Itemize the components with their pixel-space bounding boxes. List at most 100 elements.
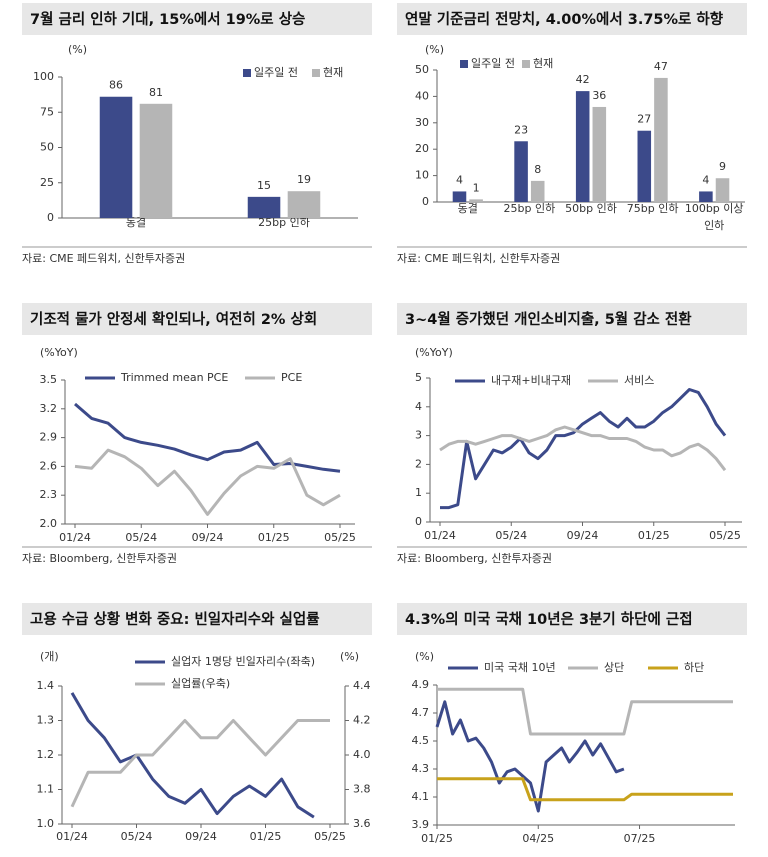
y-tick-label: 75 — [40, 105, 54, 118]
y2-tick-label: 3.8 — [353, 783, 371, 796]
x-tick-label: 75bp 인하 — [626, 202, 679, 215]
y-tick-label: 0 — [415, 515, 422, 528]
legend-label: Trimmed mean PCE — [120, 371, 228, 384]
legend-label: 하단 — [684, 660, 704, 674]
value-label: 9 — [719, 160, 726, 173]
panel-header — [397, 603, 747, 635]
value-label: 47 — [654, 60, 668, 73]
y-unit: (%YoY) — [415, 346, 453, 359]
x-tick-label: 05/24 — [495, 529, 527, 542]
x-tick-label-box: 동결 — [457, 202, 478, 215]
y2-unit: (%) — [340, 650, 359, 663]
panel-header — [22, 303, 372, 335]
bar — [139, 103, 173, 218]
x-tick-label: 01/24 — [424, 529, 456, 542]
value-label: 19 — [297, 173, 311, 186]
y-tick-label: 0 — [47, 211, 54, 224]
legend-label: 상단 — [604, 661, 624, 674]
legend-label: PCE — [281, 371, 302, 384]
y-tick-label: 30 — [415, 116, 429, 129]
legend-label: 실업자 1명당 빈일자리수(좌축) — [171, 654, 315, 668]
y-tick-label: 1.4 — [37, 679, 55, 692]
chart-title: 기조적 물가 안정세 확인되나, 여전히 2% 상회 — [30, 310, 317, 328]
y-tick-label: 10 — [415, 169, 429, 182]
y-tick-label: 4.5 — [412, 734, 430, 747]
legend-swatch — [460, 60, 468, 68]
x-tick-label: 09/24 — [192, 531, 224, 544]
value-label: 15 — [257, 179, 271, 192]
line-series — [74, 448, 341, 516]
legend-swatch — [522, 60, 530, 68]
value-label: 81 — [149, 86, 163, 99]
line-series — [70, 719, 330, 808]
panel-header — [397, 3, 747, 35]
bar — [575, 91, 590, 202]
y-tick-label: 2.9 — [40, 431, 58, 444]
x-tick-label: 01/24 — [56, 830, 88, 843]
y-tick-label: 4.3 — [412, 762, 430, 775]
legend-label: 일주일 전 — [471, 56, 515, 70]
x-tick-label: 동결 — [457, 202, 478, 215]
bar — [247, 196, 281, 218]
y-tick-label: 25 — [40, 176, 54, 189]
y-tick-label: 1.2 — [37, 748, 55, 761]
y-tick-label: 5 — [415, 371, 422, 384]
y-tick-label: 40 — [415, 89, 429, 102]
y-tick-label: 4.1 — [412, 790, 430, 803]
y-tick-label: 1.3 — [37, 714, 55, 727]
panel-header — [397, 303, 747, 335]
y2-tick-label: 3.6 — [353, 817, 371, 830]
x-tick-label: 05/25 — [314, 830, 346, 843]
bar — [637, 130, 652, 202]
x-tick-label: 50bp 인하 — [565, 202, 617, 215]
legend-label: 실업률(우축) — [171, 677, 230, 690]
source: 자료: Bloomberg, 신한투자증권 — [22, 552, 177, 565]
bar — [287, 191, 321, 218]
x-tick-label-box: 50bp 인하 — [565, 202, 617, 215]
chart-title: 7월 금리 인하 기대, 15%에서 19%로 상승 — [30, 10, 305, 28]
legend-label: 서비스 — [624, 374, 654, 387]
legend-label: 현재 — [533, 57, 553, 70]
value-label: 4 — [702, 173, 709, 186]
x-tick-label: 09/24 — [567, 529, 599, 542]
x-tick-label: 04/25 — [522, 832, 554, 845]
bar — [469, 199, 483, 202]
line-series — [437, 777, 733, 802]
x-tick-label: 동결 — [125, 216, 147, 229]
value-label: 86 — [109, 79, 123, 92]
x-tick-label: 01/25 — [421, 832, 453, 845]
x-tick-label: 01/24 — [59, 531, 91, 544]
bar — [514, 141, 528, 202]
x-tick-label-box: 25bp 인하 — [503, 202, 556, 215]
legend-swatch — [243, 69, 251, 77]
line-series — [437, 687, 733, 736]
bar — [530, 180, 545, 202]
x-tick-label: 100bp 이상 인하 — [684, 202, 744, 232]
y-tick-label: 4.7 — [412, 706, 430, 719]
y-tick-label: 3.2 — [40, 402, 58, 415]
y-unit: (%) — [415, 650, 434, 663]
bar — [654, 77, 668, 202]
y-tick-label: 100 — [33, 70, 54, 83]
y-unit: (%YoY) — [40, 346, 78, 359]
bar — [592, 106, 607, 202]
line-series — [440, 388, 727, 510]
x-tick-label-box: 100bp 이상 인하 — [684, 202, 744, 232]
line-series — [70, 692, 315, 819]
x-tick-label: 05/25 — [324, 531, 356, 544]
x-tick-label: 25bp 인하 — [503, 202, 556, 215]
bar — [452, 191, 467, 202]
line-series — [74, 402, 341, 473]
chart-title: 3~4월 증가했던 개인소비지출, 5월 감소 전환 — [405, 310, 692, 328]
x-tick-label: 05/24 — [125, 531, 157, 544]
line-series — [439, 425, 727, 472]
y-tick-label: 0 — [422, 195, 429, 208]
legend-swatch — [312, 69, 320, 77]
panel-header — [22, 603, 372, 635]
y2-tick-label: 4.0 — [353, 748, 371, 761]
y-tick-label: 4.9 — [412, 678, 430, 691]
bar — [715, 178, 730, 202]
value-label: 27 — [637, 113, 651, 126]
